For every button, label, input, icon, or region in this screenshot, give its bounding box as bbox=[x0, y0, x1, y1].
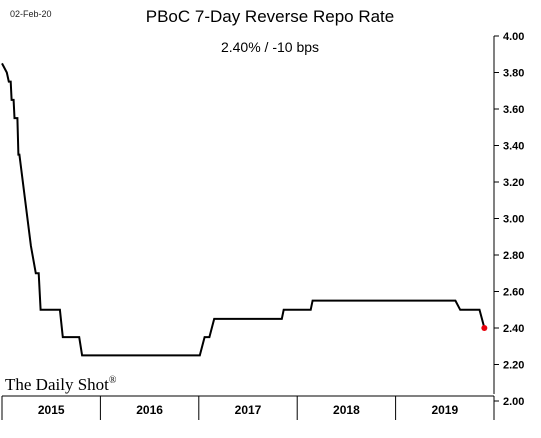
y-tick-label: 2.40 bbox=[503, 323, 524, 335]
x-axis: 2015 2016 2017 2018 2019 bbox=[1, 395, 495, 420]
brand-name: The Daily Shot bbox=[5, 375, 109, 394]
y-tick-label: 3.40 bbox=[503, 141, 524, 153]
series-group bbox=[1, 62, 488, 357]
y-tick-label: 2.60 bbox=[503, 287, 524, 299]
y-tick-label: 3.80 bbox=[503, 68, 524, 80]
brand-logo: The Daily Shot® bbox=[5, 375, 117, 394]
y-tick-label: 2.80 bbox=[503, 250, 524, 262]
x-ticks: 2015 2016 2017 2018 2019 bbox=[1, 396, 495, 420]
y-ticks: 4.00 3.80 3.60 3.40 3.20 3.00 2.80 2.60 2.40 2.20… bbox=[494, 31, 524, 408]
x-tick-label: 2015 bbox=[38, 403, 65, 417]
y-tick-label: 3.00 bbox=[503, 214, 524, 226]
x-tick-label: 2017 bbox=[235, 403, 262, 417]
y-tick-label: 3.20 bbox=[503, 177, 524, 189]
y-axis: 4.00 3.80 3.60 3.40 3.20 3.00 2.80 2.60 2.40 2.20… bbox=[493, 31, 524, 408]
date-stamp: 02-Feb-20 bbox=[10, 9, 52, 19]
x-tick-label: 2016 bbox=[136, 403, 163, 417]
series-line bbox=[1, 62, 486, 357]
chart-subtitle: 2.40% / -10 bps bbox=[221, 39, 319, 55]
y-tick-label: 3.60 bbox=[503, 104, 524, 116]
y-tick-label: 4.00 bbox=[503, 31, 524, 43]
last-point-marker bbox=[481, 325, 488, 331]
y-tick-label: 2.20 bbox=[503, 360, 524, 372]
y-tick-label: 2.00 bbox=[503, 396, 524, 408]
chart-title: PBoC 7-Day Reverse Repo Rate bbox=[146, 7, 395, 26]
brand-registered-mark: ® bbox=[109, 375, 117, 386]
x-tick-label: 2019 bbox=[431, 403, 458, 417]
x-tick-label: 2018 bbox=[333, 403, 360, 417]
